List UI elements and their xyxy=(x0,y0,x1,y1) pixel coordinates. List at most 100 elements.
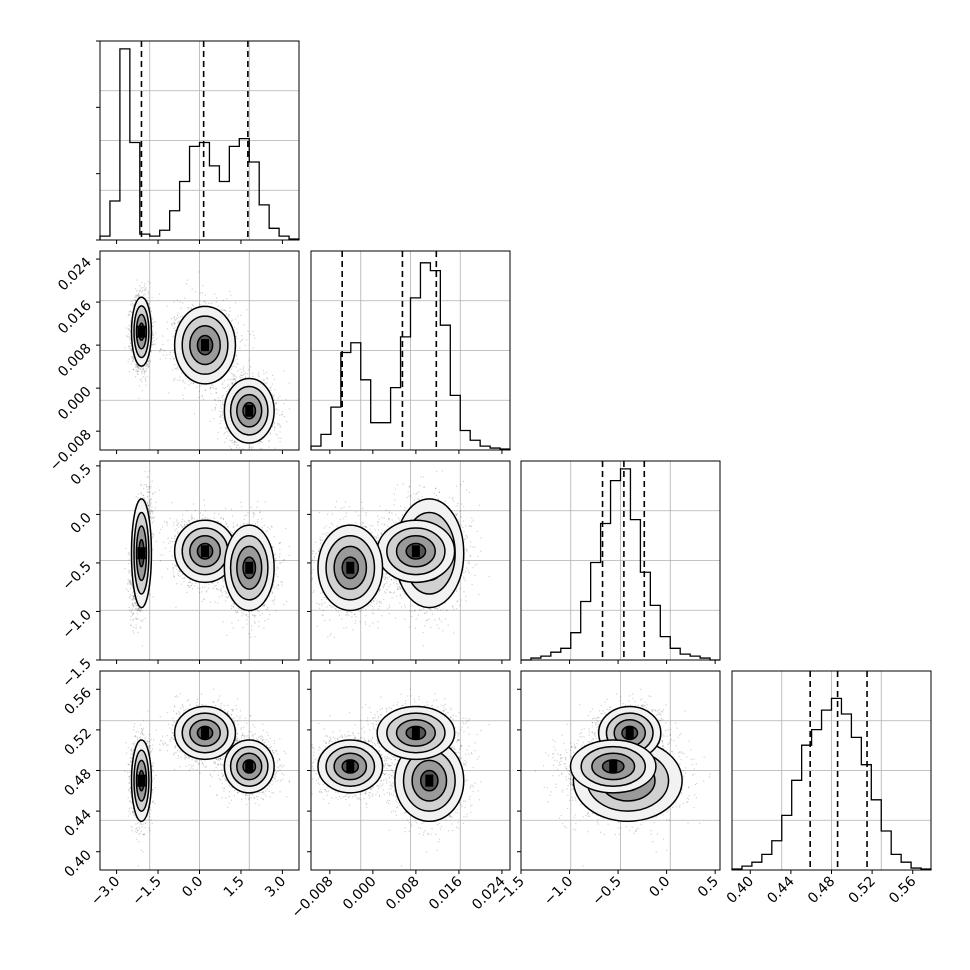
scatter-point xyxy=(283,403,284,404)
scatter-point xyxy=(128,361,129,362)
scatter-point xyxy=(187,307,188,308)
scatter-point xyxy=(212,385,213,386)
scatter-point xyxy=(177,299,178,300)
scatter-point xyxy=(202,285,203,286)
scatter-point xyxy=(216,301,217,302)
scatter-point xyxy=(280,441,281,442)
scatter-point xyxy=(246,309,247,310)
scatter-point xyxy=(226,393,227,394)
scatter-point xyxy=(231,448,232,449)
scatter-point xyxy=(212,409,213,410)
scatter-point xyxy=(167,305,168,306)
scatter-point xyxy=(139,291,140,292)
scatter-point xyxy=(218,397,219,398)
scatter-point xyxy=(182,381,183,382)
scatter-point xyxy=(235,376,236,377)
scatter-point xyxy=(280,425,281,426)
scatter-point xyxy=(229,311,230,312)
scatter-point xyxy=(263,379,264,380)
scatter-point xyxy=(132,358,133,359)
scatter-point xyxy=(230,295,231,296)
scatter-point xyxy=(138,293,139,294)
scatter-point xyxy=(167,322,168,323)
scatter-point xyxy=(148,361,149,362)
scatter-point xyxy=(245,345,246,346)
scatter-point xyxy=(240,375,241,376)
scatter-point xyxy=(228,431,229,432)
scatter-point xyxy=(155,344,156,345)
scatter-point xyxy=(199,391,200,392)
scatter-point xyxy=(232,440,233,441)
scatter-point xyxy=(248,360,249,361)
scatter-point xyxy=(274,448,275,449)
scatter-point xyxy=(130,346,131,347)
scatter-point xyxy=(277,423,278,424)
scatter-point xyxy=(176,318,177,319)
scatter-point xyxy=(223,419,224,420)
scatter-point xyxy=(144,371,145,372)
scatter-point xyxy=(274,395,275,396)
scatter-point xyxy=(223,433,224,434)
scatter-point xyxy=(268,440,269,441)
scatter-point xyxy=(130,321,131,322)
scatter-point xyxy=(252,446,253,447)
scatter-point xyxy=(175,330,176,331)
scatter-point xyxy=(215,404,216,405)
scatter-point xyxy=(187,280,188,281)
scatter-point xyxy=(127,336,128,337)
scatter-point xyxy=(272,383,273,384)
scatter-point xyxy=(235,381,236,382)
scatter-point xyxy=(131,351,132,352)
scatter-point xyxy=(229,440,230,441)
scatter-point xyxy=(191,382,192,383)
scatter-point xyxy=(229,291,230,292)
scatter-point xyxy=(231,440,232,441)
scatter-point xyxy=(139,385,140,386)
scatter-point xyxy=(250,366,251,367)
scatter-point xyxy=(266,382,267,383)
scatter-point xyxy=(145,385,146,386)
scatter-point xyxy=(220,405,221,406)
scatter-point xyxy=(232,383,233,384)
scatter-point xyxy=(175,368,176,369)
scatter-point xyxy=(189,380,190,381)
scatter-point xyxy=(229,370,230,371)
scatter-point xyxy=(133,369,134,370)
scatter-point xyxy=(145,381,146,382)
scatter-point xyxy=(223,300,224,301)
scatter-point xyxy=(137,371,138,372)
scatter-point xyxy=(229,446,230,447)
scatter-point xyxy=(178,317,179,318)
scatter-point xyxy=(253,347,254,348)
scatter-point xyxy=(179,302,180,303)
scatter-point xyxy=(236,355,237,356)
scatter-point xyxy=(137,367,138,368)
scatter-point xyxy=(167,328,168,329)
scatter-point xyxy=(236,445,237,446)
scatter-point xyxy=(135,376,136,377)
scatter-point xyxy=(251,447,252,448)
scatter-point xyxy=(215,407,216,408)
scatter-point xyxy=(173,379,174,380)
scatter-point xyxy=(222,309,223,310)
scatter-point xyxy=(216,392,217,393)
scatter-point xyxy=(144,286,145,287)
scatter-point xyxy=(232,366,233,367)
scatter-point xyxy=(181,373,182,374)
scatter-point xyxy=(188,384,189,385)
scatter-point xyxy=(268,446,269,447)
scatter-point xyxy=(274,430,275,431)
scatter-point xyxy=(284,416,285,417)
scatter-point xyxy=(235,302,236,303)
scatter-point xyxy=(175,319,176,320)
scatter-point xyxy=(225,428,226,429)
scatter-point xyxy=(129,311,130,312)
scatter-point xyxy=(178,320,179,321)
scatter-point xyxy=(237,444,238,445)
scatter-point xyxy=(194,413,195,414)
scatter-point xyxy=(226,438,227,439)
scatter-point xyxy=(128,315,129,316)
scatter-point xyxy=(177,380,178,381)
scatter-point xyxy=(159,294,160,295)
